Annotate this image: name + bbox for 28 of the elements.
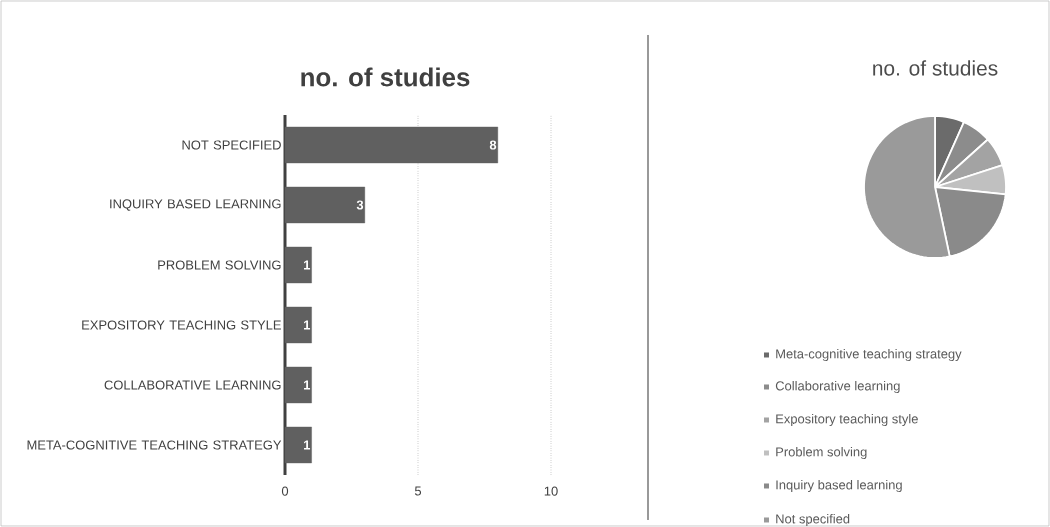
x-tick-label: 0	[281, 486, 289, 496]
x-tick-label: 10	[544, 486, 558, 496]
data-label: 1	[304, 320, 311, 330]
bar	[284, 306, 312, 344]
chart-title: no. of studies	[873, 60, 998, 76]
legend-label: Expository teaching style	[776, 413, 918, 427]
data-label: 3	[356, 200, 364, 210]
legend-label: Meta-cognitive teaching strategy	[776, 348, 962, 362]
data-label: 1	[304, 380, 311, 390]
y-tick-label: NOT SPECIFIED	[182, 140, 281, 150]
y-tick-label: PROBLEM SOLVING	[158, 260, 281, 270]
bar	[284, 246, 312, 284]
bar	[284, 366, 312, 404]
y-tick-label: META-COGNITIVE TEACHING STRATEGY	[27, 440, 282, 450]
legend-label: Inquiry based learning	[776, 479, 902, 493]
data-label: 1	[304, 440, 311, 450]
legend-label: Collaborative learning	[775, 380, 900, 394]
y-tick-label: COLLABORATIVE LEARNING	[104, 380, 281, 390]
legend-label: Problem solving	[776, 446, 867, 460]
bar	[284, 426, 312, 464]
x-tick-label: 5	[414, 486, 422, 496]
legend-label: Not specified	[776, 513, 850, 527]
y-tick-label: INQUIRY BASED LEARNING	[110, 199, 281, 211]
data-label: 1	[304, 260, 311, 270]
data-label: 8	[489, 140, 497, 150]
y-tick-label: EXPOSITORY TEACHING STYLE	[82, 320, 281, 330]
chart-title: no. of studies	[301, 67, 470, 87]
bar	[284, 186, 366, 224]
